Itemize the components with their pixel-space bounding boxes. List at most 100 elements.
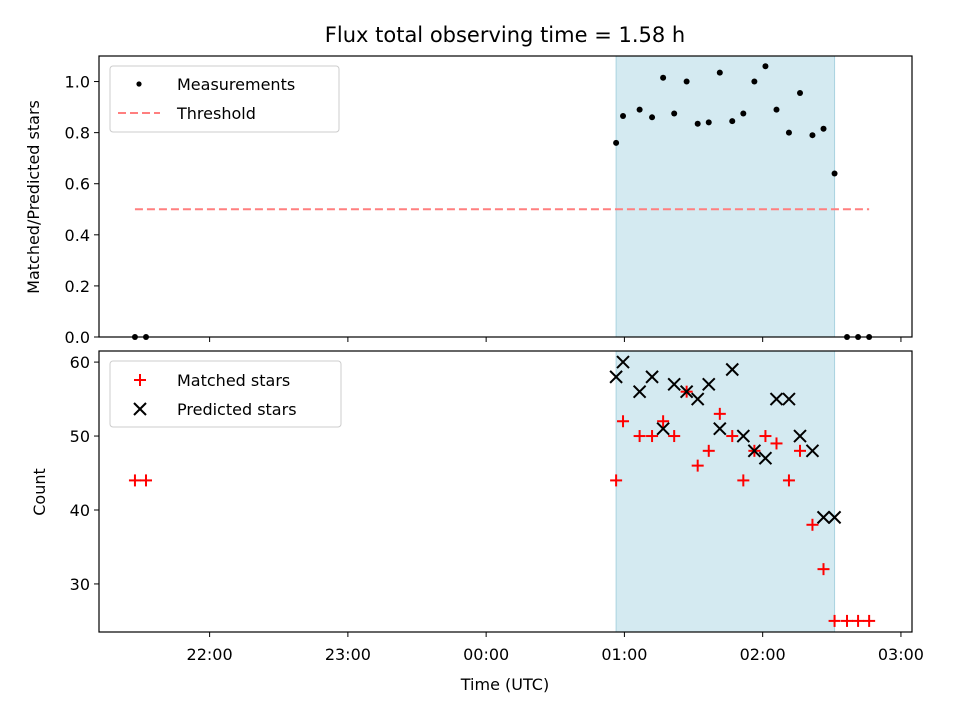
count-legend: Matched stars Predicted stars <box>109 360 342 428</box>
matched-point <box>702 444 715 457</box>
matched-point <box>852 614 865 627</box>
measurement-point <box>762 63 769 70</box>
matched-point <box>794 444 807 457</box>
chart-title: Flux total observing time = 1.58 h <box>325 23 685 47</box>
observing-window-shade-bottom <box>615 350 836 633</box>
predicted-point <box>656 421 670 436</box>
predicted-point <box>690 392 705 406</box>
measurement-point <box>797 90 804 97</box>
legend-predicted-marker <box>133 402 147 416</box>
predicted-point <box>805 444 820 458</box>
matched-point <box>770 437 783 450</box>
predicted-point <box>816 510 831 525</box>
measurement-point <box>729 118 736 125</box>
count-y-ticks: 30 40 50 60 <box>70 353 99 594</box>
ratio-y-label: Matched/Predicted stars <box>24 100 43 294</box>
predicted-point <box>725 362 739 377</box>
predicted-point <box>713 421 727 436</box>
y-tick-label: 30 <box>70 575 90 594</box>
x-tick-label: 00:00 <box>463 645 509 664</box>
measurement-point <box>751 78 758 85</box>
x-tick-label: 02:00 <box>740 645 786 664</box>
y-tick-label: 0.4 <box>65 226 90 245</box>
matched-point <box>633 430 646 443</box>
ratio-y-ticks: 0.0 0.2 0.4 0.6 0.8 1.0 <box>65 73 99 347</box>
y-tick-label: 50 <box>70 427 90 446</box>
matched-point <box>863 614 876 627</box>
predicted-point <box>758 451 773 465</box>
predicted-point <box>679 384 694 399</box>
ratio-legend: Measurements Threshold <box>109 65 340 133</box>
matched-point <box>782 474 795 487</box>
legend-matched-marker <box>134 374 146 386</box>
legend-measurements-label: Measurements <box>177 75 295 94</box>
measurement-point <box>671 110 678 117</box>
predicted-point <box>782 392 796 406</box>
predicted-point <box>645 370 659 384</box>
matched-point <box>646 430 659 443</box>
matched-point <box>691 459 704 472</box>
matched-point <box>817 563 830 576</box>
measurement-point <box>636 106 643 113</box>
matched-point <box>759 430 772 443</box>
observing-window-shade-top <box>615 55 836 338</box>
matched-point <box>841 614 854 627</box>
matched-point <box>726 430 739 443</box>
predicted-point <box>769 392 784 406</box>
x-tick-label: 03:00 <box>878 645 924 664</box>
measurement-point <box>831 170 838 177</box>
count-x-ticks: 22:00 23:00 00:00 01:00 02:00 03:00 <box>187 632 924 664</box>
predicted-point <box>616 355 630 369</box>
count-legend-box <box>109 360 342 428</box>
matched-point <box>806 518 819 531</box>
measurement-point <box>716 69 723 76</box>
measurement-point <box>705 119 712 126</box>
ratio-axes-frame <box>98 55 913 338</box>
y-tick-label: 0.6 <box>65 175 90 194</box>
predicted-point <box>609 370 623 384</box>
y-tick-label: 0.2 <box>65 277 90 296</box>
measurement-point <box>620 113 627 120</box>
matched-point <box>657 415 670 428</box>
predicted-point <box>632 384 647 399</box>
y-tick-label: 60 <box>70 353 90 372</box>
x-tick-label: 01:00 <box>601 645 647 664</box>
matched-point <box>128 474 141 487</box>
predicted-point <box>667 377 681 391</box>
ratio-x-ticks <box>209 337 902 342</box>
matched-point <box>713 407 726 420</box>
predicted-point <box>827 510 842 525</box>
y-tick-label: 40 <box>70 501 90 520</box>
measurement-point <box>785 129 792 136</box>
matched-point <box>610 474 623 487</box>
y-tick-label: 0.8 <box>65 124 90 143</box>
legend-matched-label: Matched stars <box>177 371 290 390</box>
count-y-label: Count <box>30 468 49 516</box>
x-tick-label: 23:00 <box>325 645 371 664</box>
ratio-legend-box <box>109 65 340 133</box>
measurement-point <box>809 132 816 139</box>
measurement-point <box>683 78 690 85</box>
legend-predicted-label: Predicted stars <box>177 400 297 419</box>
measurement-point <box>613 139 620 146</box>
matched-point <box>737 474 750 487</box>
measurement-point <box>649 114 656 121</box>
count-marks <box>128 355 876 627</box>
measurement-point <box>740 110 747 117</box>
matched-point <box>668 430 681 443</box>
measurement-point <box>660 74 667 81</box>
predicted-point <box>747 444 762 458</box>
count-x-label: Time (UTC) <box>460 675 549 694</box>
measurement-point <box>694 120 701 127</box>
y-tick-label: 1.0 <box>65 73 90 92</box>
predicted-point <box>702 377 716 391</box>
y-tick-label: 0.0 <box>65 328 90 347</box>
matched-point <box>140 474 153 487</box>
count-axes-frame <box>98 350 913 633</box>
legend-threshold-label: Threshold <box>176 104 256 123</box>
matched-point <box>617 415 630 428</box>
measurement-point <box>820 125 827 132</box>
legend-measurements-marker <box>136 81 142 87</box>
